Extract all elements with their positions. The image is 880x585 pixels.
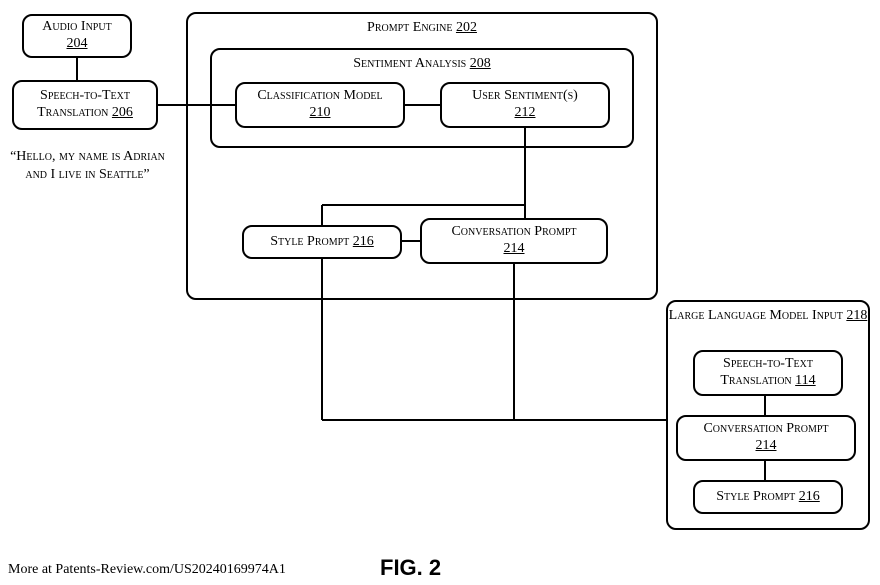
conversation-prompt-box: Conversation Prompt214: [420, 218, 608, 264]
user-sentiment-box: User Sentiment(s)212: [440, 82, 610, 128]
audio-input-box: Audio Input204: [22, 14, 132, 58]
sentiment-analysis-title: Sentiment Analysis 208: [212, 56, 632, 73]
speech-to-text-box-2: Speech-to-Text Translation 114: [693, 350, 843, 396]
footer-text: More at Patents-Review.com/US20240169974…: [8, 562, 286, 578]
llm-input-title: Large Language Model Input 218: [668, 308, 868, 325]
speech-to-text-box: Speech-to-Text Translation 206: [12, 80, 158, 130]
style-prompt-box: Style Prompt 216: [242, 225, 402, 259]
classification-model-box: Classification Model210: [235, 82, 405, 128]
conversation-prompt-box-2: Conversation Prompt214: [676, 415, 856, 461]
style-prompt-box-2: Style Prompt 216: [693, 480, 843, 514]
quote-text: “Hello, my name is Adrian and I live in …: [10, 148, 165, 183]
prompt-engine-title: Prompt Engine 202: [188, 20, 656, 37]
figure-label: FIG. 2: [380, 555, 441, 581]
